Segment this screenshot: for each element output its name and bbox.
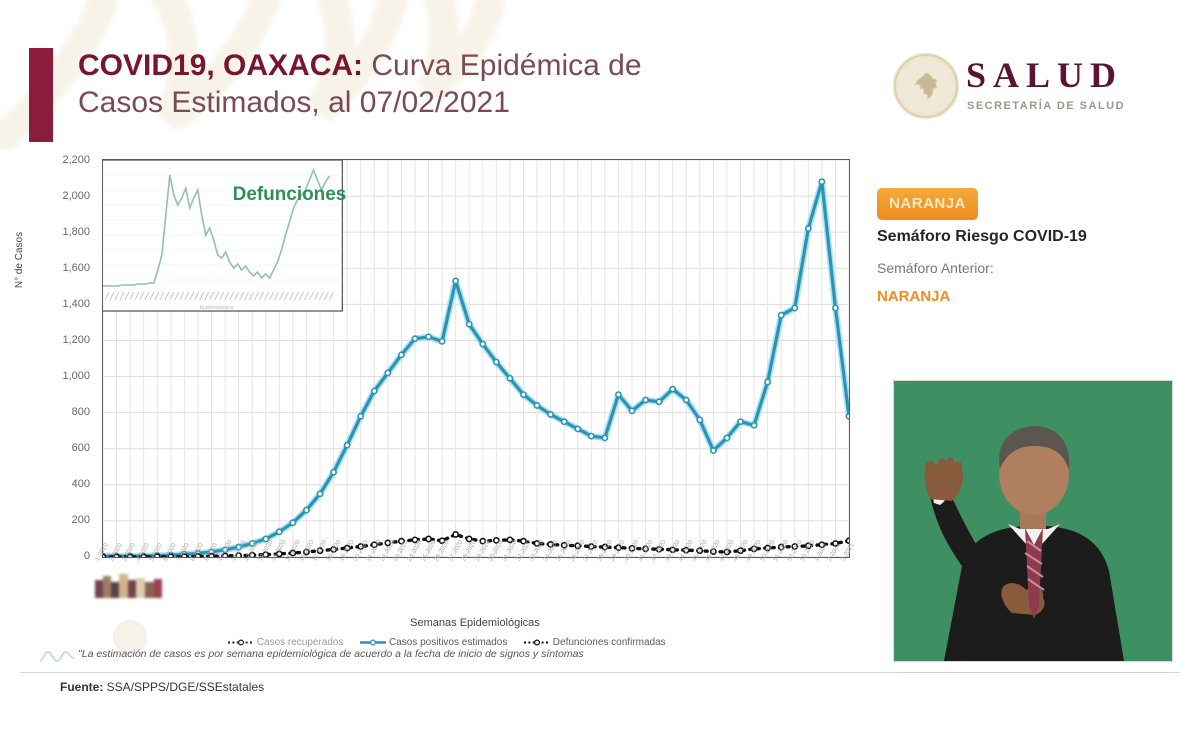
svg-text:Epidemiologica: Epidemiologica xyxy=(200,305,234,311)
svg-text:Defunciones: Defunciones xyxy=(233,184,347,205)
